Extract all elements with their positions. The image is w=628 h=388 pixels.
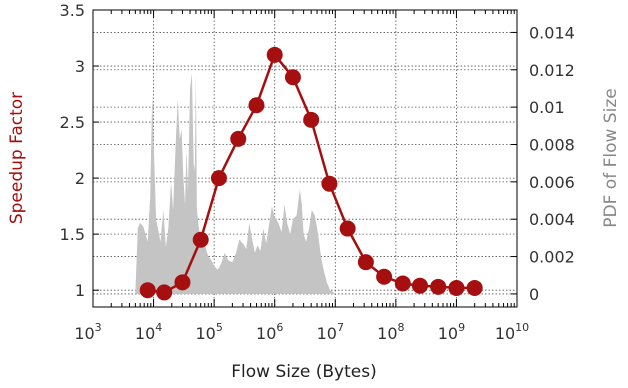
speedup-point <box>174 274 191 291</box>
speedup-point <box>248 97 265 114</box>
x-tick-base: 10 <box>317 324 337 343</box>
y2-tick-label: 0.008 <box>529 135 575 154</box>
x-tick-label: 1010 <box>495 321 529 343</box>
speedup-point <box>284 69 301 86</box>
x-tick-label: 107 <box>317 321 344 343</box>
x-tick-base: 10 <box>495 324 515 343</box>
speedup-point <box>192 231 209 248</box>
x-tick-label: 104 <box>135 321 162 343</box>
x-tick-exponent: 9 <box>458 321 465 334</box>
speedup-point <box>156 284 173 301</box>
y-tick-label: 3.5 <box>60 1 85 20</box>
y2-tick-label: 0.014 <box>529 23 575 42</box>
speedup-point <box>210 170 227 187</box>
y2-tick-label: 0.012 <box>529 61 575 80</box>
speedup-point <box>448 279 465 296</box>
speedup-line-series <box>139 46 483 301</box>
y-tick-label: 2 <box>75 169 85 188</box>
x-tick-exponent: 8 <box>398 321 405 334</box>
speedup-point <box>466 279 483 296</box>
speedup-point <box>266 46 283 63</box>
x-axis-label: Flow Size (Bytes) <box>231 362 376 382</box>
speedup-point <box>357 254 374 271</box>
pdf-area-series <box>135 73 339 294</box>
x-tick-label: 103 <box>74 321 101 343</box>
x-tick-base: 10 <box>74 324 94 343</box>
y2-tick-label: 0.004 <box>529 210 575 229</box>
x-tick-exponent: 6 <box>276 321 283 334</box>
y2-tick-label: 0.006 <box>529 173 575 192</box>
x-tick-label: 109 <box>438 321 465 343</box>
y-tick-label: 1 <box>75 281 85 300</box>
y-axis-label: Speedup Factor <box>7 92 27 224</box>
speedup-point <box>411 277 428 294</box>
speedup-point <box>394 275 411 292</box>
speedup-point <box>303 111 320 128</box>
x-tick-exponent: 7 <box>337 321 344 334</box>
x-tick-base: 10 <box>135 324 155 343</box>
x-tick-label: 105 <box>195 321 222 343</box>
x-tick-exponent: 5 <box>216 321 223 334</box>
y-tick-label: 1.5 <box>60 225 85 244</box>
y-tick-label: 2.5 <box>60 113 85 132</box>
speedup-point <box>230 130 247 147</box>
y2-tick-label: 0.002 <box>529 248 575 267</box>
y-axis-ticks: 1 1.5 2 2.5 3 3.5 <box>60 1 99 300</box>
speedup-point <box>376 268 393 285</box>
x-tick-exponent: 10 <box>515 321 529 334</box>
y2-axis-ticks: 0 0.002 0.004 0.006 0.008 0.01 0.012 0.014 <box>511 23 575 304</box>
y-tick-label: 3 <box>75 57 85 76</box>
x-tick-exponent: 4 <box>155 321 162 334</box>
y2-tick-label: 0.01 <box>529 98 565 117</box>
x-tick-exponent: 3 <box>95 321 102 334</box>
plot-border <box>92 9 518 308</box>
x-tick-base: 10 <box>438 324 458 343</box>
speedup-point <box>339 220 356 237</box>
x-tick-base: 10 <box>195 324 215 343</box>
pdf-area <box>135 73 339 294</box>
x-tick-base: 10 <box>377 324 397 343</box>
x-tick-label: 106 <box>256 321 283 343</box>
plot-frame <box>92 9 518 308</box>
x-axis-ticks: 103 104 105 106 107 108 109 1010 <box>74 10 529 343</box>
x-tick-label: 108 <box>377 321 404 343</box>
speedup-point <box>430 278 447 295</box>
speedup-point <box>139 282 156 299</box>
y2-tick-label: 0 <box>529 285 539 304</box>
speedup-point <box>321 175 338 192</box>
y2-axis-label: PDF of Flow Size <box>601 88 621 227</box>
x-tick-base: 10 <box>256 324 276 343</box>
